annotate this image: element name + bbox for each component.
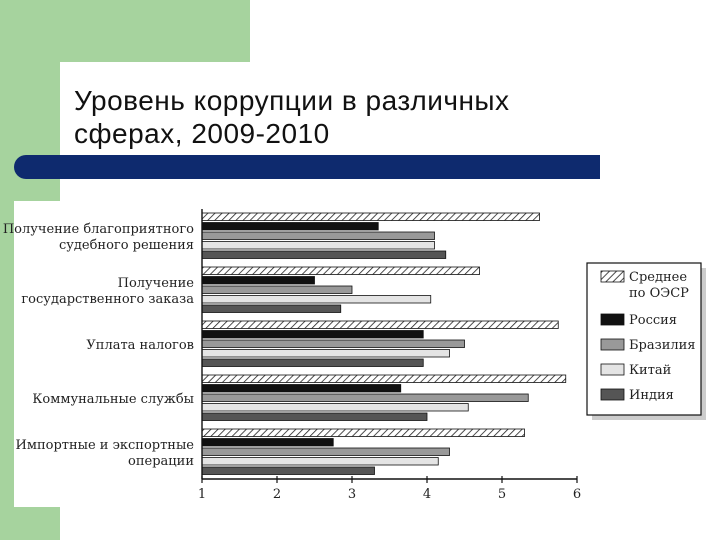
bar-1-series-3 [201,231,435,240]
bar-5-series-1 [201,428,525,437]
legend-label-4: Китай [629,363,671,378]
legend-swatch-3 [600,338,625,351]
category-label-4-line-1: Коммунальные службы [32,392,194,407]
bar-3-series-2 [201,330,424,339]
legend-label-2: Россия [629,313,677,328]
bar-2-series-2 [201,276,315,285]
bar-2-series-3 [201,285,353,294]
x-tick-label-6: 6 [573,487,581,502]
x-tick-label-4: 4 [423,487,431,502]
bar-4-series-1 [201,374,567,383]
bar-3-series-1 [201,320,559,329]
background-accent-top [0,0,250,62]
bar-4-series-3 [201,393,529,402]
bar-1-series-2 [201,222,379,231]
category-label-1-line-2: судебного решения [59,238,194,253]
bar-3-series-4 [201,349,450,358]
category-label-5-line-1: Импортные и экспортные [16,438,195,453]
bar-4-series-5 [201,412,428,421]
legend-swatch-2 [600,313,625,326]
x-tick-label-5: 5 [498,487,506,502]
category-label-3-line-1: Уплата налогов [86,338,194,353]
bar-2-series-5 [201,304,342,313]
category-label-1-line-1: Получение благоприятного [3,222,194,237]
x-tick-label-3: 3 [348,487,356,502]
legend-label-5: Индия [629,388,674,403]
bar-3-series-3 [201,339,465,348]
legend-swatch-5 [600,388,625,401]
slide-title-line-2: сферах, 2009-2010 [74,118,330,149]
legend-label-1-line-2: по ОЭСР [629,286,689,301]
slide-title: Уровень коррупции в различных сферах, 20… [74,84,674,150]
bar-5-series-2 [201,438,334,447]
bar-1-series-5 [201,250,447,259]
category-label-2-line-2: государственного заказа [21,292,194,307]
bar-3-series-5 [201,358,424,367]
bar-5-series-5 [201,466,375,475]
bar-5-series-3 [201,447,450,456]
x-tick-label-1: 1 [198,487,206,502]
bar-4-series-4 [201,403,469,412]
bar-5-series-4 [201,457,439,466]
slide-title-line-1: Уровень коррупции в различных [74,85,510,116]
category-label-5-line-2: операции [128,454,194,469]
legend-label-3: Бразилия [629,338,696,353]
x-tick-label-2: 2 [273,487,281,502]
legend-swatch-1 [600,270,625,283]
header-bar [14,155,600,179]
legend-label-1-line-1: Среднее [629,270,687,285]
category-label-2-line-1: Получение [118,276,195,291]
bar-2-series-1 [201,266,480,275]
bar-2-series-4 [201,295,432,304]
bar-1-series-1 [201,212,540,221]
bar-4-series-2 [201,384,402,393]
bar-1-series-4 [201,241,435,250]
legend-swatch-4 [600,363,625,376]
